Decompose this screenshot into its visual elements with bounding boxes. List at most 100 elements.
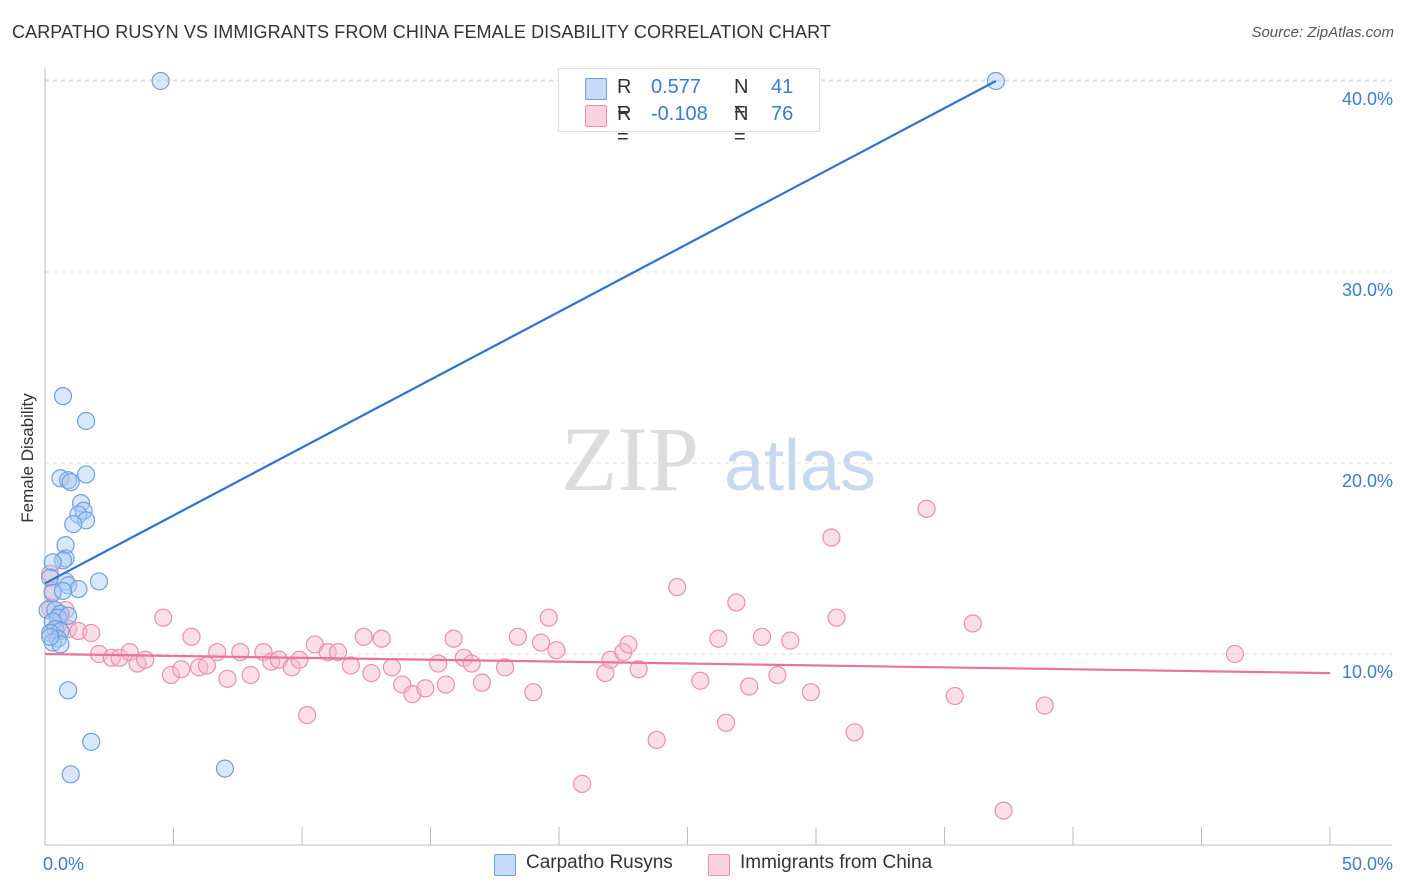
data-point-immigrants-from-china [994,801,1013,820]
data-point-immigrants-from-china [444,629,463,648]
tick-labels: 10.0% 20.0% 30.0% 40.0% 0.0% 50.0% [43,89,1393,874]
data-point-immigrants-from-china [917,499,936,518]
data-point-immigrants-from-china [298,706,317,725]
series-carpatho-rusyns [38,71,1006,784]
bottom-legend-label: Carpatho Rusyns [526,852,673,873]
data-point-carpatho-rusyns [41,627,60,646]
y-tick-label: 40.0% [1342,89,1393,109]
data-point-immigrants-from-china [472,673,491,692]
legend-n-value: 76 [771,103,794,125]
data-point-immigrants-from-china [740,677,759,696]
data-point-carpatho-rusyns [53,581,73,601]
data-point-immigrants-from-china [531,633,551,652]
data-point-immigrants-from-china [827,608,846,627]
data-point-carpatho-rusyns [56,536,75,555]
watermark-atlas: atlas [724,426,876,506]
trend-line-carpatho-rusyns [44,80,997,585]
data-point-carpatho-rusyns [69,579,88,599]
data-point-immigrants-from-china [328,642,348,662]
data-point-immigrants-from-china [354,627,373,646]
y-axis-label: Female Disability [18,393,37,523]
data-point-immigrants-from-china [436,675,456,694]
legend-r-value: 0.577 [651,76,702,98]
data-point-immigrants-from-china [945,686,964,706]
x-tick-label-min: 0.0% [43,854,84,874]
data-point-carpatho-rusyns [59,576,78,595]
legend-swatch-blue [585,78,607,100]
trend-lines [44,80,1331,675]
data-point-immigrants-from-china [429,654,448,673]
data-point-carpatho-rusyns [51,635,70,654]
bottom-legend-swatch-blue [494,854,516,876]
data-point-immigrants-from-china [341,656,360,675]
data-point-immigrants-from-china [161,665,181,685]
y-tick-label: 30.0% [1342,280,1393,300]
data-point-immigrants-from-china [727,593,746,612]
data-point-immigrants-from-china [208,642,227,662]
data-point-immigrants-from-china [963,614,982,633]
bottom-legend-label: Immigrants from China [740,852,933,873]
data-point-carpatho-rusyns [53,387,73,406]
data-point-immigrants-from-china [768,665,787,685]
data-point-carpatho-rusyns [89,572,109,591]
data-point-immigrants-from-china [318,642,337,662]
watermark-zip: ZIP [561,408,699,510]
grid-lines [45,79,1392,655]
data-point-immigrants-from-china [82,623,101,643]
source-attribution: Source: ZipAtlas.com [1251,24,1394,41]
data-point-carpatho-rusyns [59,471,78,490]
data-point-immigrants-from-china [716,713,736,732]
data-point-carpatho-rusyns [43,553,62,572]
data-point-immigrants-from-china [573,774,592,793]
data-point-immigrants-from-china [596,663,615,683]
data-point-carpatho-rusyns [61,473,80,492]
data-point-immigrants-from-china [495,658,515,677]
zipatlas-watermark: ZIP atlas [561,408,876,510]
data-point-immigrants-from-china [629,660,648,679]
data-point-carpatho-rusyns [77,465,96,484]
legend-swatch-pink [585,105,607,127]
data-point-immigrants-from-china [508,627,527,646]
data-point-carpatho-rusyns [77,411,96,431]
x-tick-label-max: 50.0% [1342,854,1393,874]
data-point-immigrants-from-china [462,654,481,673]
data-point-immigrants-from-china [781,631,800,650]
data-point-immigrants-from-china [136,650,155,669]
data-point-immigrants-from-china [845,723,864,742]
data-point-immigrants-from-china [691,671,710,690]
legend-n-label: N = [734,76,749,121]
legend-r-value: -0.108 [651,103,708,125]
data-point-immigrants-from-china [110,648,129,667]
data-point-carpatho-rusyns [59,606,78,625]
data-point-immigrants-from-china [282,658,301,677]
data-point-immigrants-from-china [647,730,666,750]
data-point-immigrants-from-china [102,648,121,667]
data-point-immigrants-from-china [241,665,260,685]
trend-line-immigrants-from-china [44,652,1331,675]
data-point-immigrants-from-china [172,660,191,679]
bottom-legend-swatch-pink [708,854,730,876]
data-point-carpatho-rusyns [82,732,101,751]
data-point-immigrants-from-china [801,683,820,702]
correlation-legend: R = 0.577 N = 41 R = -0.108 N = 76 [558,68,820,148]
data-point-carpatho-rusyns [151,71,170,91]
data-point-carpatho-rusyns [64,515,83,534]
data-point-immigrants-from-china [382,658,402,677]
data-point-immigrants-from-china [709,629,728,648]
legend-n-value: 41 [771,76,794,98]
legend-r-label: R = [617,76,632,121]
data-point-immigrants-from-china [547,641,566,660]
legend-n-label: N = [734,103,749,148]
data-point-immigrants-from-china [1225,644,1245,664]
y-tick-label: 10.0% [1342,662,1393,682]
data-point-immigrants-from-china [416,679,435,698]
axes [44,68,1392,846]
data-point-immigrants-from-china [524,683,543,702]
data-point-carpatho-rusyns [215,759,234,778]
data-point-immigrants-from-china [154,608,173,627]
data-point-immigrants-from-china [1035,696,1054,715]
data-point-immigrants-from-china [218,669,237,688]
data-point-immigrants-from-china [182,627,201,646]
data-point-immigrants-from-china [619,635,638,654]
